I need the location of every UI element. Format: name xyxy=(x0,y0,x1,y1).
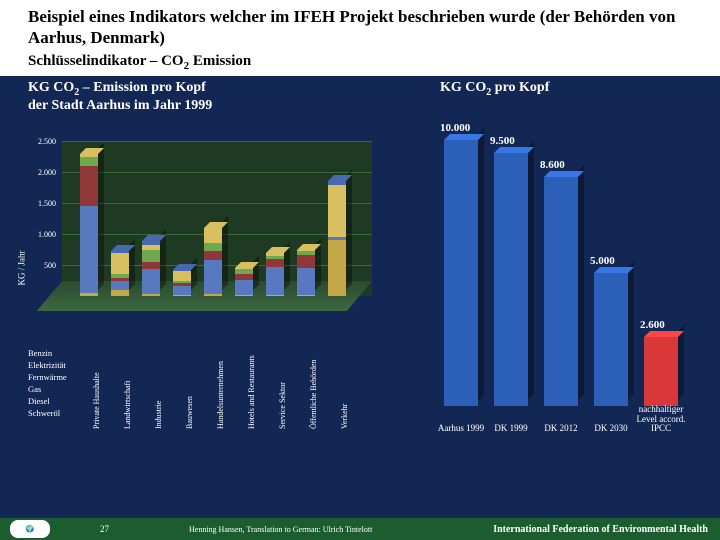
x-label: Verkehr xyxy=(340,404,349,429)
x-labels-3d: Private Haushalte Landwirtschaft Industrie… xyxy=(62,321,372,451)
bar-3d xyxy=(328,181,346,296)
right-x-label: DK 1999 xyxy=(486,424,536,434)
slide-subtitle: Schlüsselindikator – CO2 Emission xyxy=(28,53,708,72)
footer-right: International Federation of Environmenta… xyxy=(493,524,708,535)
x-label: Service Sektor xyxy=(278,382,287,429)
y-axis-label: KG / Jahr xyxy=(17,251,27,286)
bar-3d xyxy=(235,268,253,297)
left-chart: KG / Jahr 2.5002.0001.5001.000500 Privat… xyxy=(28,123,408,463)
bar-3d xyxy=(142,241,160,296)
y-tick: 1.000 xyxy=(38,230,56,239)
bar-3d xyxy=(297,250,315,296)
content-area: KG CO2 – Emission pro Kopf der Stadt Aar… xyxy=(0,76,720,516)
x-label: Private Haushalte xyxy=(92,372,101,429)
right-bar xyxy=(544,177,578,406)
right-bar xyxy=(594,273,628,406)
x-label: Hotels and Restaurants xyxy=(247,355,256,429)
bar-3d xyxy=(111,251,129,296)
bar-3d xyxy=(80,154,98,297)
x-label: Landwirtschaft xyxy=(123,381,132,429)
right-bar-value: 9.500 xyxy=(490,135,515,147)
footer: 🌍 27 Henning Hansen, Translation to Germ… xyxy=(0,518,720,540)
right-chart-title: KG CO2 pro Kopf xyxy=(440,80,700,99)
legend-item: Gas xyxy=(28,384,67,395)
y-tick: 2.500 xyxy=(38,137,56,146)
x-label: Handelsunternehmen xyxy=(216,361,225,429)
right-x-label: DK 2012 xyxy=(536,424,586,434)
right-bar xyxy=(644,337,678,406)
left-chart-title: KG CO2 – Emission pro Kopf der Stadt Aar… xyxy=(28,80,408,116)
x-label: Industrie xyxy=(154,401,163,429)
y-tick: 500 xyxy=(44,261,56,270)
legend-item: Diesel xyxy=(28,396,67,407)
right-x-label: DK 2030 xyxy=(586,424,636,434)
legend-item: Fernwärme xyxy=(28,372,67,383)
right-chart: 10.000Aarhus 19999.500DK 19998.600DK 201… xyxy=(440,106,700,446)
plot-3d xyxy=(62,141,372,296)
y-tick: 2.000 xyxy=(38,168,56,177)
y-tick: 1.500 xyxy=(38,199,56,208)
right-bar-value: 2.600 xyxy=(640,319,665,331)
footer-logo: 🌍 xyxy=(10,520,50,538)
legend-3d: BenzinElektrizitätFernwärmeGasDieselSchw… xyxy=(28,348,67,420)
slide-title: Beispiel eines Indikators welcher im IFE… xyxy=(28,6,708,49)
right-x-label: Aarhus 1999 xyxy=(436,424,486,434)
right-bar-value: 10.000 xyxy=(440,122,470,134)
right-bar-value: 8.600 xyxy=(540,159,565,171)
bar-3d xyxy=(266,253,284,296)
left-chart-block: KG CO2 – Emission pro Kopf der Stadt Aar… xyxy=(28,80,408,464)
bar-3d xyxy=(204,228,222,296)
footer-page: 27 xyxy=(100,524,109,534)
right-bar xyxy=(494,153,528,406)
legend-item: Schweröl xyxy=(28,408,67,419)
right-chart-block: KG CO2 pro Kopf 10.000Aarhus 19999.500DK… xyxy=(440,80,700,447)
legend-item: Benzin xyxy=(28,348,67,359)
right-x-label: nachhaltiger Level accord. IPCC xyxy=(636,405,686,435)
right-bar-value: 5.000 xyxy=(590,255,615,267)
header-box: Beispiel eines Indikators welcher im IFE… xyxy=(0,0,720,76)
bar-3d xyxy=(173,270,191,296)
x-label: Öffentliche Behörden xyxy=(309,360,318,429)
footer-center: Henning Hansen, Translation to German: U… xyxy=(189,525,372,534)
legend-item: Elektrizität xyxy=(28,360,67,371)
x-label: Bauwesen xyxy=(185,396,194,429)
right-bar xyxy=(444,140,478,407)
